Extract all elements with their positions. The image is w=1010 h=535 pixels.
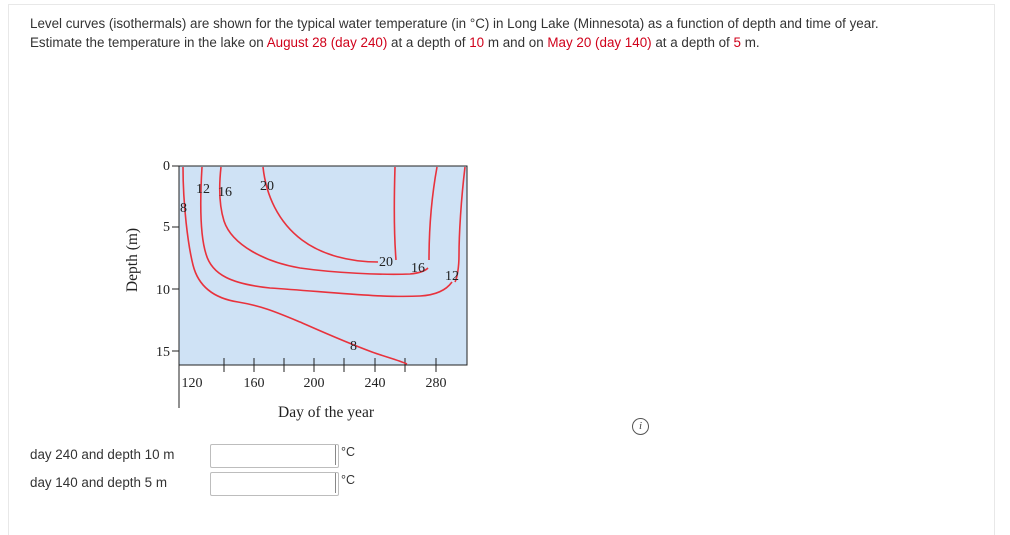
y-tick-label: 5 xyxy=(163,220,170,235)
isotherm-20-right xyxy=(393,166,397,261)
contour-chart: 8 12 16 20 20 16 12 8 0 5 10 15 120 160 … xyxy=(124,159,468,421)
x-tick-label: 160 xyxy=(244,376,265,391)
contour-label-16: 16 xyxy=(218,185,232,200)
question-text-part: Estimate the temperature in the lake on xyxy=(30,35,267,50)
answer-unit-2: °C xyxy=(335,473,355,493)
x-tick-label: 120 xyxy=(182,376,203,391)
highlight-depth-1: 10 xyxy=(469,35,485,50)
question-text-part: at a depth of xyxy=(387,35,470,50)
y-axis-ticks xyxy=(172,165,179,352)
question-text-part: m. xyxy=(740,35,760,50)
isotherm-16 xyxy=(218,166,429,276)
question-line-2: Estimate the temperature in the lake on … xyxy=(30,33,990,52)
answer-unit-1: °C xyxy=(335,445,355,465)
isotherm-curves xyxy=(182,166,466,365)
x-tick-label: 240 xyxy=(365,376,386,391)
y-tick-label: 10 xyxy=(156,283,170,298)
answer-label-1: day 240 and depth 10 m xyxy=(30,447,175,462)
y-axis-title: Depth (m) xyxy=(124,228,141,292)
x-tick-label: 280 xyxy=(426,376,447,391)
highlight-date-2: May 20 (day 140) xyxy=(547,35,652,50)
highlight-depth-2: 5 xyxy=(733,35,741,50)
contour-label-8: 8 xyxy=(180,201,187,216)
isotherm-12 xyxy=(200,166,453,298)
contour-labels: 8 12 16 20 20 16 12 8 xyxy=(180,179,459,354)
x-tick-labels: 120 160 200 240 280 xyxy=(182,376,447,391)
isotherm-12-right xyxy=(454,166,466,283)
isotherm-16-right xyxy=(428,166,438,261)
x-axis-ticks xyxy=(178,358,437,408)
answer-input-2[interactable] xyxy=(210,472,339,496)
info-icon[interactable]: i xyxy=(632,418,649,435)
y-tick-label: 15 xyxy=(156,345,170,360)
x-axis-title: Day of the year xyxy=(278,404,375,421)
contour-label-12-right: 12 xyxy=(445,269,459,284)
isotherm-20 xyxy=(262,166,379,263)
question-text-part: at a depth of xyxy=(651,35,734,50)
y-tick-labels: 0 5 10 15 xyxy=(156,159,170,360)
highlight-date-1: August 28 (day 240) xyxy=(266,35,388,50)
isotherm-8 xyxy=(182,166,408,365)
contour-label-8-bottom: 8 xyxy=(350,339,357,354)
question-frame xyxy=(8,4,995,535)
contour-label-16-right: 16 xyxy=(411,261,425,276)
answer-label-2: day 140 and depth 5 m xyxy=(30,475,167,490)
question-text-part: m and on xyxy=(484,35,548,50)
contour-label-20-right: 20 xyxy=(379,255,393,270)
question-line-1: Level curves (isothermals) are shown for… xyxy=(30,16,879,31)
x-tick-label: 200 xyxy=(304,376,325,391)
y-tick-label: 0 xyxy=(163,159,170,174)
answer-input-1[interactable] xyxy=(210,444,339,468)
question-text: Level curves (isothermals) are shown for… xyxy=(30,14,990,52)
contour-label-20: 20 xyxy=(260,179,274,194)
contour-label-12: 12 xyxy=(196,182,210,197)
